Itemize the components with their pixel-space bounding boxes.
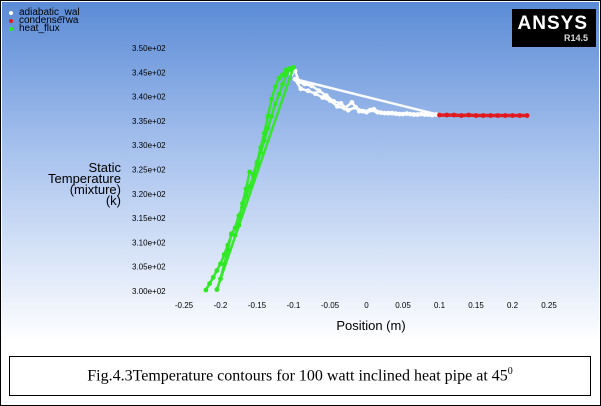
y-tick-label: 3.35e+02 xyxy=(132,117,166,126)
y-tick-label: 3.05e+02 xyxy=(132,263,166,272)
y-tick-label: 3.15e+02 xyxy=(132,214,166,223)
y-tick-label: 3.50e+02 xyxy=(132,44,166,53)
y-axis-label: (mixture) xyxy=(70,182,121,197)
figure-caption: Fig.4.3Temperature contours for 100 watt… xyxy=(87,366,513,385)
y-tick-label: 3.40e+02 xyxy=(132,93,166,102)
caption-text: Fig.4.3Temperature contours for 100 watt… xyxy=(87,367,508,385)
y-tick-label: 3.00e+02 xyxy=(132,287,166,296)
x-tick-label: -0.05 xyxy=(321,301,340,310)
y-tick-label: 3.45e+02 xyxy=(132,68,166,77)
x-tick-label: -0.15 xyxy=(248,301,267,310)
figure-caption-box: Fig.4.3Temperature contours for 100 watt… xyxy=(9,356,591,396)
y-axis-label: Static xyxy=(88,160,121,175)
chart-area: 3.00e+02 3.05e+02 3.10e+02 3.15e+02 3.20e+02… xyxy=(48,44,557,333)
logo-version: R14.5 xyxy=(563,33,588,43)
x-tick-label: 0.2 xyxy=(507,301,519,310)
series-line-adiabatic-wal xyxy=(290,69,441,117)
caption-superscript: 0 xyxy=(507,366,513,378)
x-tick-label: 0.15 xyxy=(468,301,484,310)
x-tick-label: 0.25 xyxy=(541,301,557,310)
legend: adiabatic_wal condenserwa heat_flux xyxy=(9,7,80,34)
y-tick-label: 3.30e+02 xyxy=(132,141,166,150)
x-tick-label: 0.05 xyxy=(395,301,411,310)
x-tick-label: 0.1 xyxy=(434,301,446,310)
plot-background xyxy=(2,2,599,342)
legend-marker-heat-flux xyxy=(9,27,13,31)
legend-label-heat-flux: heat_flux xyxy=(19,23,60,34)
legend-label-condenser: condenserwa xyxy=(19,15,79,26)
x-tick-label: 0 xyxy=(364,301,369,310)
x-tick-label: -0.1 xyxy=(287,301,301,310)
y-tick-label: 3.10e+02 xyxy=(132,238,166,247)
legend-label-adiabatic: adiabatic_wal xyxy=(19,7,80,18)
legend-marker-adiabatic xyxy=(9,11,13,15)
x-tick-label: -0.25 xyxy=(175,301,194,310)
x-tick-label: -0.2 xyxy=(214,301,228,310)
y-tick-label: 3.20e+02 xyxy=(132,190,166,199)
series-line-heat-flux xyxy=(204,66,295,292)
legend-marker-condenser xyxy=(9,19,13,23)
y-axis-label: Temperature xyxy=(48,171,121,186)
legend-item-condenser: condenserwa xyxy=(9,15,80,26)
legend-item-heat-flux: heat_flux xyxy=(9,23,80,34)
y-tick-label: 3.25e+02 xyxy=(132,166,166,175)
ansys-logo: ANSYS R14.5 xyxy=(512,9,596,47)
y-axis-label: (k) xyxy=(106,193,121,208)
x-axis-label: Position (m) xyxy=(336,318,405,333)
logo-text: ANSYS xyxy=(517,13,588,34)
legend-item-adiabatic: adiabatic_wal xyxy=(9,7,80,18)
